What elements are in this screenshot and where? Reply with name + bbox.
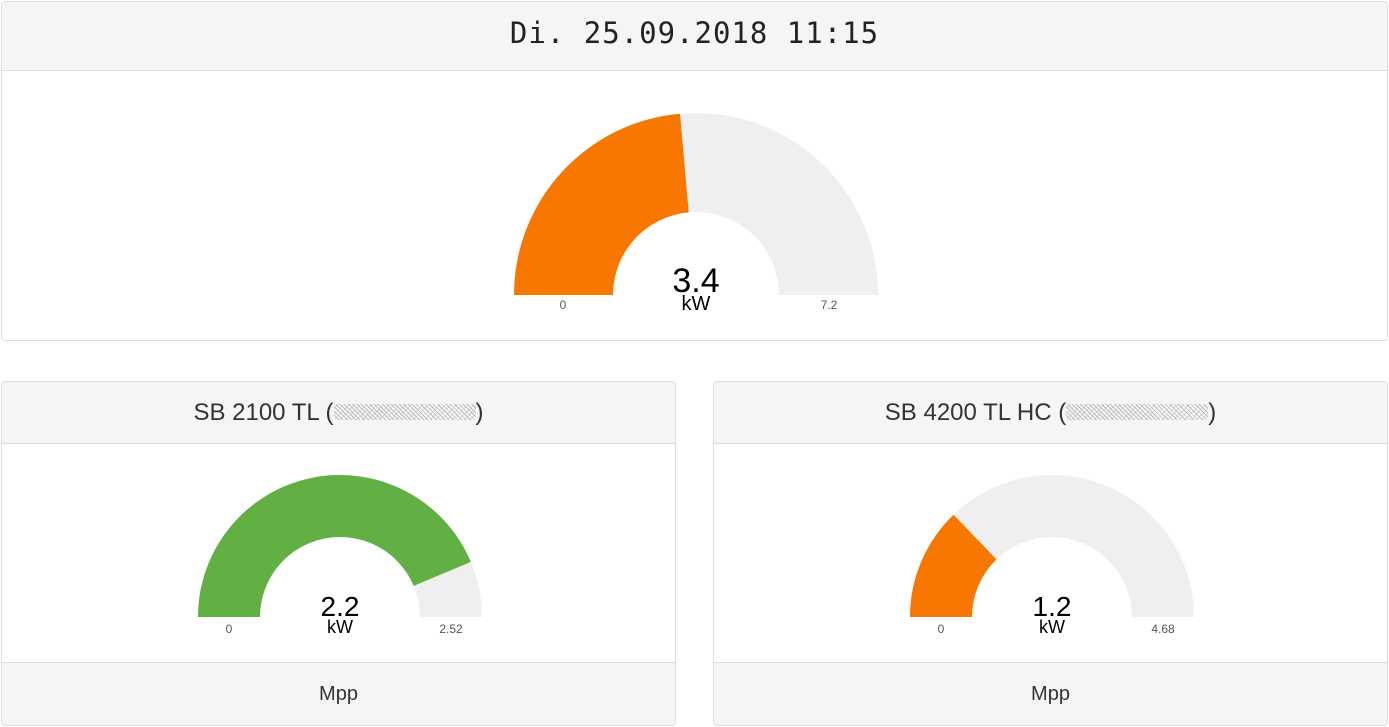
inverter-mode-footer: Mpp bbox=[2, 662, 675, 725]
inverter-gauge-max: 4.68 bbox=[1151, 622, 1175, 636]
inverter-gauge: 2.2 kW 0 2.52 bbox=[198, 475, 482, 637]
inverter-name: SB 4200 TL HC ( bbox=[884, 399, 1067, 426]
inverter-gauge-value: 2.2 bbox=[321, 591, 360, 622]
inverter-gauge-unit: kW bbox=[1039, 617, 1065, 637]
inverter-gauge-max: 2.52 bbox=[439, 622, 463, 636]
inverter-name-suffix: ) bbox=[1208, 399, 1217, 426]
redacted-serial bbox=[1066, 403, 1209, 420]
inverter-name-suffix: ) bbox=[475, 399, 484, 426]
inverter-gauge-min: 0 bbox=[226, 622, 233, 636]
inverter-title: SB 4200 TL HC () bbox=[714, 382, 1387, 444]
datetime-heading: Di. 25.09.2018 11:15 bbox=[2, 2, 1387, 71]
inverter-name: SB 2100 TL ( bbox=[193, 399, 334, 426]
total-gauge-max: 7.2 bbox=[821, 298, 838, 312]
inverter-mode-footer: Mpp bbox=[714, 662, 1387, 725]
total-gauge-unit: kW bbox=[682, 293, 711, 315]
inverter-gauge-unit: kW bbox=[327, 617, 353, 637]
inverter-gauge-fill bbox=[198, 475, 471, 617]
inverter-gauge: 1.2 kW 0 4.68 bbox=[910, 475, 1194, 637]
total-panel: Di. 25.09.2018 11:15 3.4 kW 0 7.2 bbox=[1, 1, 1388, 341]
total-gauge-fill bbox=[514, 113, 689, 296]
inverter-title: SB 2100 TL () bbox=[2, 382, 675, 444]
inverter-gauge-value: 1.2 bbox=[1033, 591, 1072, 622]
redacted-serial bbox=[333, 403, 476, 420]
inverter-gauge-min: 0 bbox=[938, 622, 945, 636]
total-gauge-min: 0 bbox=[560, 298, 567, 312]
inverter-panel-1: SB 2100 TL () 2.2 kW 0 2.52 Mpp bbox=[1, 381, 676, 726]
inverter-gauge-fill bbox=[910, 514, 997, 617]
inverter-gauge-track bbox=[910, 475, 1194, 617]
total-gauge: 3.4 kW 0 7.2 bbox=[514, 113, 878, 315]
total-gauge-value: 3.4 bbox=[672, 262, 719, 300]
inverter-panel-2: SB 4200 TL HC () 1.2 kW 0 4.68 Mpp bbox=[713, 381, 1388, 726]
